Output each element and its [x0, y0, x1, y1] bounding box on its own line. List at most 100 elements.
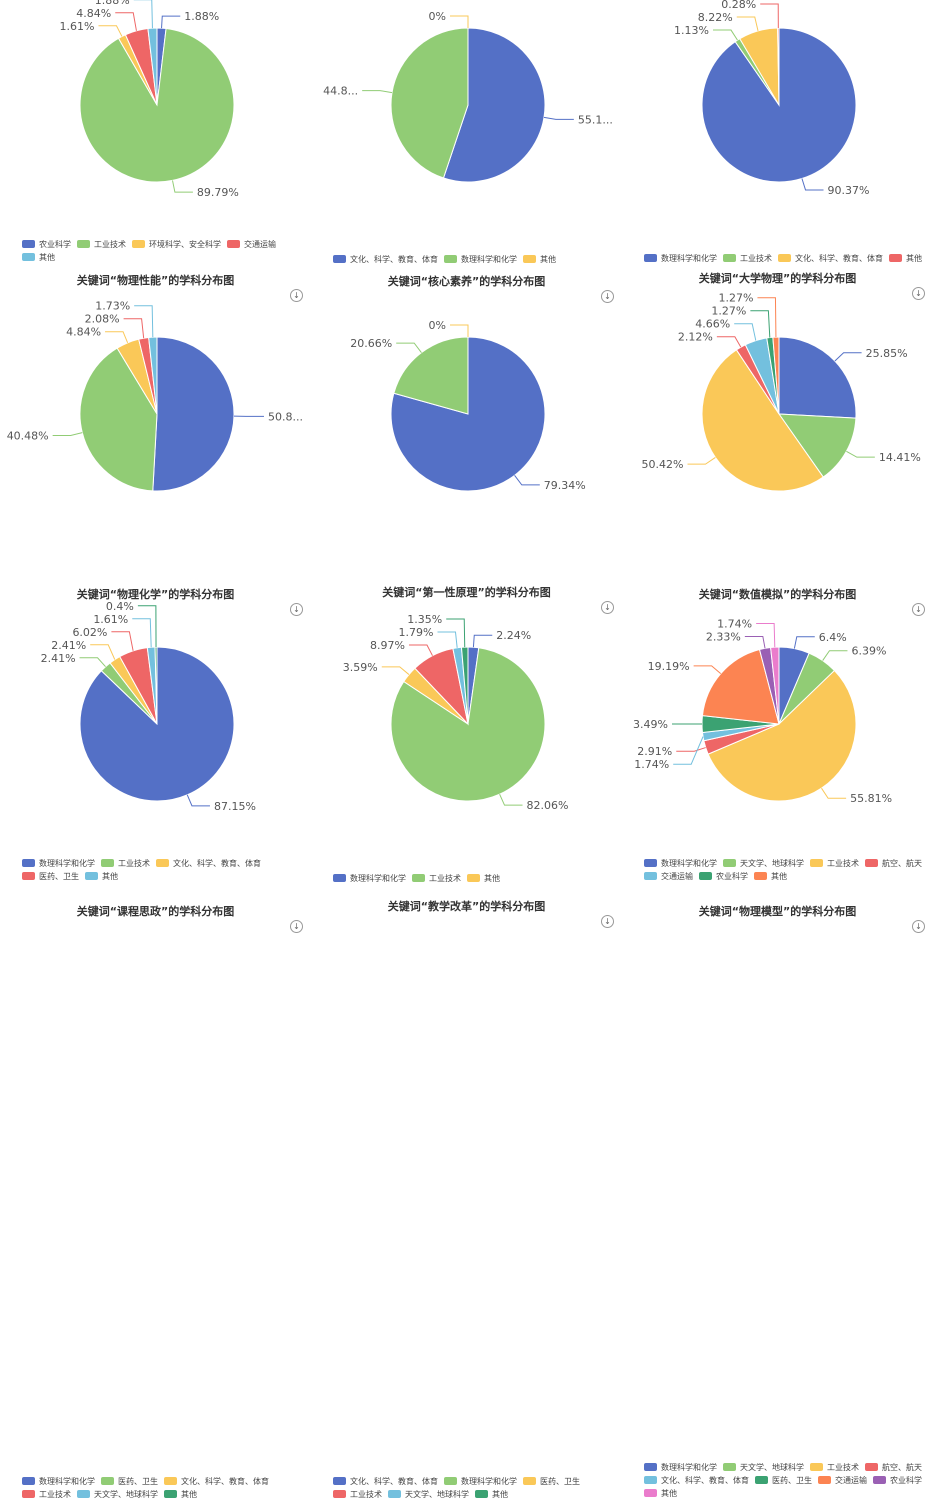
slice-label: 1.27%	[718, 292, 753, 305]
legend-item[interactable]: 数理科学和化学	[22, 1475, 95, 1488]
legend-item[interactable]: 其他	[22, 251, 55, 264]
slice-label: 1.73%	[95, 300, 130, 313]
slice-label: 90.37%	[828, 184, 870, 197]
label-leader-line	[823, 651, 848, 661]
download-icon[interactable]: ↓	[601, 915, 614, 928]
download-icon[interactable]: ↓	[912, 920, 925, 933]
legend-item[interactable]: 医药、卫生	[523, 1475, 580, 1488]
legend-swatch	[388, 1490, 401, 1498]
label-leader-line	[396, 343, 421, 353]
slice-label: 6.02%	[72, 626, 107, 639]
slice-label: 1.74%	[717, 617, 752, 630]
label-leader-line	[734, 324, 756, 341]
slice-label: 89.79%	[197, 186, 239, 199]
legend-item[interactable]: 文化、科学、教育、体育	[778, 252, 883, 265]
slice-label: 44.8...	[323, 85, 358, 98]
pie-chart: 90.37%1.13%8.22%0.28%	[622, 0, 933, 232]
download-icon[interactable]: ↓	[912, 603, 925, 616]
chart-title: 关键词“物理化学”的学科分布图	[0, 586, 311, 602]
legend-item[interactable]: 其他	[475, 1488, 508, 1501]
download-icon[interactable]: ↓	[912, 287, 925, 300]
legend-item[interactable]: 其他	[644, 1487, 677, 1500]
legend-item[interactable]: 其他	[889, 252, 922, 265]
pie-slice[interactable]	[779, 337, 856, 418]
legend-item[interactable]: 天文学、地球科学	[723, 1461, 804, 1474]
label-leader-line	[172, 180, 192, 192]
legend-item[interactable]: 农业科学	[22, 238, 71, 251]
label-leader-line	[132, 619, 151, 647]
slice-label: 40.48%	[7, 430, 49, 443]
legend-item[interactable]: 文化、科学、教育、体育	[333, 1475, 438, 1488]
legend-item[interactable]: 数理科学和化学	[644, 1461, 717, 1474]
legend-swatch	[723, 254, 736, 262]
legend-swatch	[644, 1476, 657, 1484]
legend-item[interactable]: 其他	[523, 253, 556, 266]
legend-swatch	[778, 254, 791, 262]
chart-legend: 数理科学和化学工业技术文化、科学、教育、体育 其他	[644, 252, 929, 265]
legend-item[interactable]: 文化、科学、教育、体育	[644, 1474, 749, 1487]
slice-label: 2.41%	[51, 639, 86, 652]
chart-legend: 文化、科学、教育、体育数理科学和化学其他	[333, 253, 618, 266]
legend-swatch	[810, 1463, 823, 1471]
download-icon[interactable]: ↓	[290, 289, 303, 302]
label-leader-line	[821, 788, 846, 798]
legend-item[interactable]: 文化、科学、教育、体育	[164, 1475, 269, 1488]
download-icon[interactable]: ↓	[290, 920, 303, 933]
legend-item[interactable]: 工业技术	[810, 1461, 859, 1474]
chart-legend: 数理科学和化学天文学、地球科学 工业技术 航空、航天文化、科学、教育、体育 医药、卫生…	[644, 1461, 929, 1500]
slice-label: 0%	[429, 319, 446, 332]
legend-label: 数理科学和化学	[661, 254, 717, 263]
legend-label: 其他	[661, 1489, 677, 1498]
chart-title: 关键词“教学改革”的学科分布图	[311, 898, 622, 914]
slice-label: 1.88%	[95, 0, 130, 7]
legend-item[interactable]: 工业技术	[22, 1488, 71, 1501]
legend-label: 数理科学和化学	[661, 1463, 717, 1472]
label-leader-line	[450, 325, 468, 337]
legend-item[interactable]: 医药、卫生	[755, 1474, 812, 1487]
download-icon[interactable]: ↓	[290, 603, 303, 616]
slice-label: 87.15%	[214, 800, 256, 813]
legend-item[interactable]: 航空、航天	[865, 1461, 922, 1474]
legend-item[interactable]: 天文学、地球科学	[77, 1488, 158, 1501]
legend-item[interactable]: 数理科学和化学	[444, 1475, 517, 1488]
legend-label: 工业技术	[350, 1490, 382, 1499]
chart-title: 关键词“数值模拟”的学科分布图	[622, 586, 933, 602]
label-leader-line	[835, 353, 862, 361]
legend-item[interactable]: 工业技术	[723, 252, 772, 265]
chart-legend: 数理科学和化学医药、卫生 文化、科学、教育、体育工业技术天文学、地球科学其他	[22, 1475, 307, 1501]
legend-label: 航空、航天	[882, 1463, 922, 1472]
legend-label: 其他	[906, 254, 922, 263]
slice-label: 20.66%	[350, 337, 392, 350]
legend-item[interactable]: 交通运输	[227, 238, 276, 251]
legend-swatch	[227, 240, 240, 248]
pie-chart: 1.88%89.79%1.61%4.84%1.88%	[0, 0, 311, 232]
legend-item[interactable]: 交通运输	[818, 1474, 867, 1487]
download-icon[interactable]: ↓	[601, 601, 614, 614]
slice-label: 1.61%	[93, 613, 128, 626]
legend-item[interactable]: 医药、卫生	[101, 1475, 158, 1488]
legend-item[interactable]: 文化、科学、教育、体育	[333, 253, 438, 266]
legend-item[interactable]: 数理科学和化学	[444, 253, 517, 266]
legend-swatch	[644, 1489, 657, 1497]
legend-item[interactable]: 其他	[164, 1488, 197, 1501]
legend-label: 文化、科学、教育、体育	[181, 1477, 269, 1486]
legend-label: 文化、科学、教育、体育	[661, 1476, 749, 1485]
legend-label: 医药、卫生	[772, 1476, 812, 1485]
download-icon[interactable]: ↓	[601, 290, 614, 303]
pie-chart-panel: 50.8...40.48%4.84%2.08%1.73%数理科学和化学工业技术文…	[0, 309, 311, 611]
label-leader-line	[437, 632, 457, 648]
pie-slice[interactable]	[153, 337, 234, 491]
legend-label: 工业技术	[827, 1463, 859, 1472]
legend-label: 农业科学	[39, 240, 71, 249]
legend-item[interactable]: 农业科学	[873, 1474, 922, 1487]
legend-item[interactable]: 天文学、地球科学	[388, 1488, 469, 1501]
legend-item[interactable]: 数理科学和化学	[644, 252, 717, 265]
slice-label: 2.12%	[678, 331, 713, 344]
legend-item[interactable]: 环境科学、安全科学	[132, 238, 221, 251]
legend-swatch	[77, 240, 90, 248]
label-leader-line	[676, 748, 705, 752]
legend-item[interactable]: 工业技术	[77, 238, 126, 251]
legend-label: 天文学、地球科学	[405, 1490, 469, 1499]
pie-chart: 79.34%20.66%0%	[311, 309, 622, 541]
legend-item[interactable]: 工业技术	[333, 1488, 382, 1501]
